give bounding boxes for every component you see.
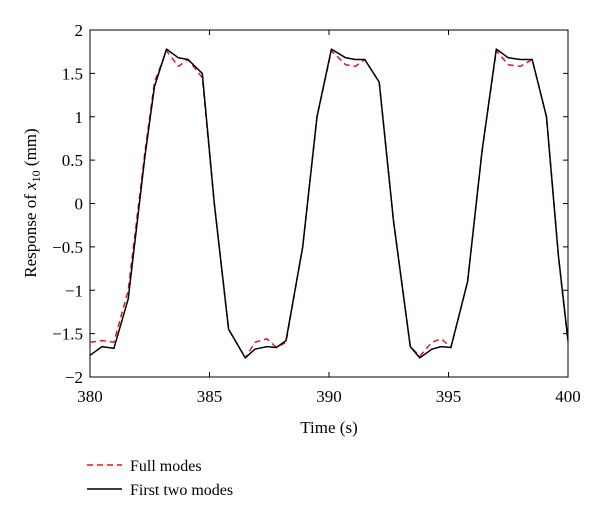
y-tick-label: 0 bbox=[75, 195, 84, 214]
y-axis-label-var: x bbox=[21, 182, 40, 191]
x-axis-label: Time (s) bbox=[300, 418, 357, 437]
y-tick-label: 1.5 bbox=[62, 64, 83, 83]
x-tick-label: 400 bbox=[555, 387, 581, 406]
y-axis-label-sub: 10 bbox=[29, 170, 43, 182]
y-tick-label: 0.5 bbox=[62, 151, 83, 170]
legend-label-first-two-modes: First two modes bbox=[130, 482, 233, 499]
y-tick-label: 2 bbox=[75, 21, 84, 40]
y-tick-label: −1.5 bbox=[52, 325, 83, 344]
y-tick-label: −0.5 bbox=[52, 238, 83, 257]
x-tick-label: 385 bbox=[197, 387, 223, 406]
series-layer bbox=[89, 48, 569, 359]
x-tick-label: 380 bbox=[77, 387, 103, 406]
x-tick-label: 390 bbox=[316, 387, 342, 406]
y-axis-label-prefix: Response of bbox=[21, 190, 40, 278]
x-tick-label: 395 bbox=[436, 387, 462, 406]
y-axis-label: Response of x10 (mm) bbox=[21, 128, 43, 277]
y-tick-label: −2 bbox=[65, 368, 83, 387]
y-axis-label-suffix: (mm) bbox=[21, 128, 40, 170]
series-line-first-two-modes bbox=[89, 48, 569, 359]
tick-layer: 380 385 390 395 400 2 1.5 1 0.5 0 −0.5 −1 −1.5 −2 bbox=[52, 21, 581, 406]
y-tick-label: −1 bbox=[65, 281, 83, 300]
legend-label-full-modes: Full modes bbox=[130, 458, 202, 475]
legend: Full modes First two modes bbox=[87, 458, 233, 499]
plot-area bbox=[89, 29, 569, 378]
y-tick-label: 1 bbox=[75, 108, 84, 127]
